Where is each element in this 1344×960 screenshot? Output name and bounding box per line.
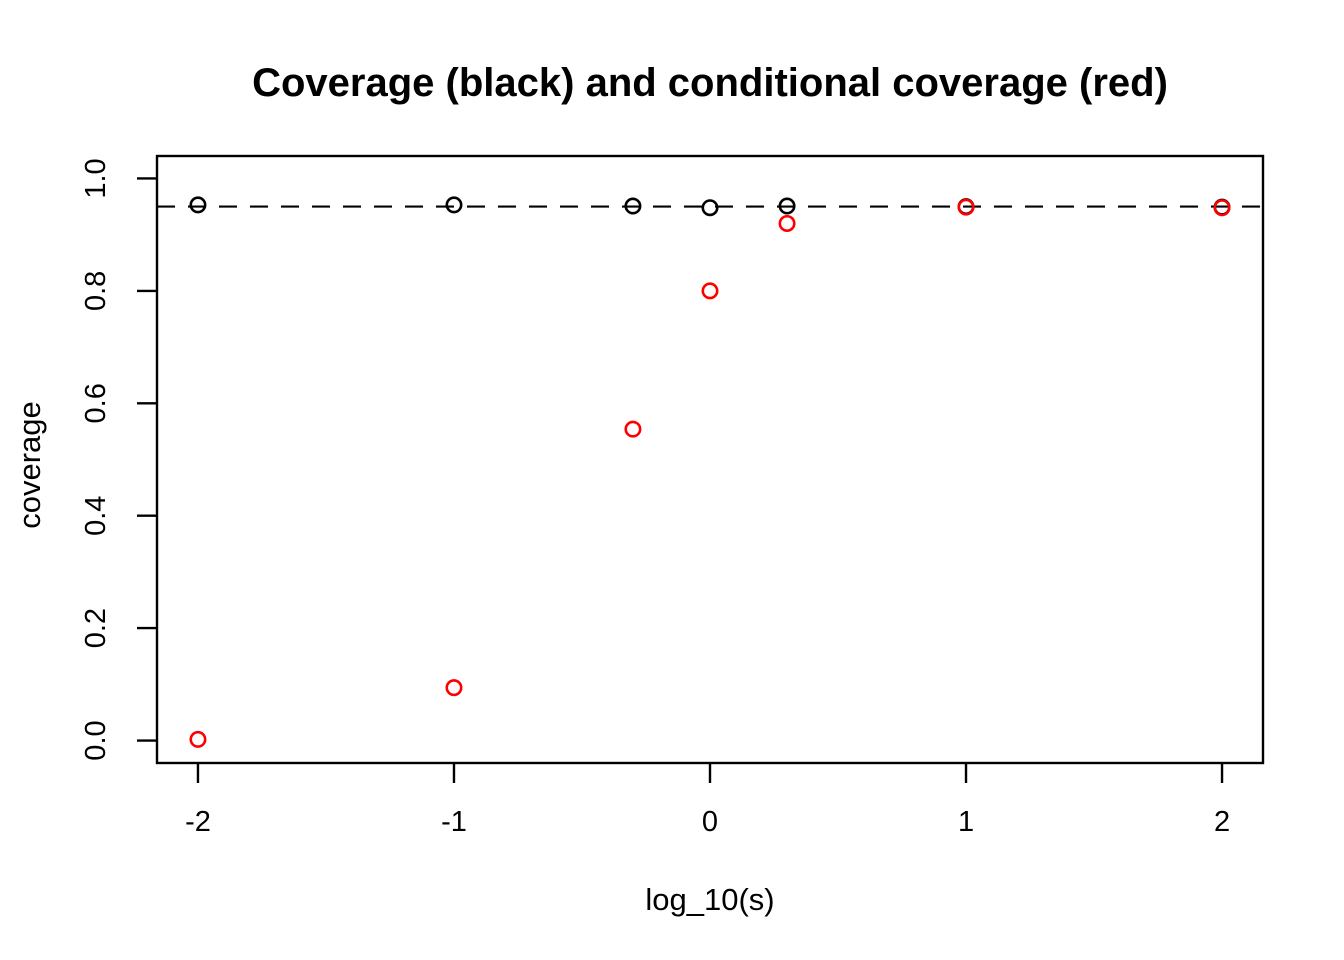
y-tick-label: 0.8 (80, 271, 112, 311)
plot-frame (155, 154, 1265, 765)
y-tick-label: 0.0 (80, 720, 112, 760)
x-tick-label: -2 (185, 806, 211, 838)
data-point-red (778, 214, 796, 232)
data-point-black (701, 199, 719, 217)
y-tick-label: 0.6 (80, 383, 112, 423)
data-point-black (624, 197, 642, 215)
series-conditional-coverage-red (189, 198, 1231, 748)
y-axis-label: coverage (12, 401, 47, 529)
x-axis-label: log_10(s) (645, 882, 774, 917)
data-point-red (445, 679, 463, 697)
y-tick-label: 0.2 (80, 608, 112, 648)
data-point-black (778, 197, 796, 215)
data-point-red (701, 282, 719, 300)
data-point-red (624, 420, 642, 438)
x-tick-label: 2 (1214, 806, 1230, 838)
y-tick-label: 1.0 (80, 158, 112, 198)
y-axis: 0.0 0.2 0.4 0.6 0.8 1.0 (80, 158, 157, 761)
x-axis: -2 -1 0 1 2 (185, 763, 1230, 838)
data-point-red (957, 198, 975, 216)
data-point-red (189, 730, 207, 748)
data-point-black (445, 196, 463, 214)
x-tick-label: 1 (958, 806, 974, 838)
data-point-red (1213, 199, 1231, 217)
chart-title: Coverage (black) and conditional coverag… (252, 61, 1168, 105)
x-tick-label: -1 (441, 806, 467, 838)
x-tick-label: 0 (702, 806, 718, 838)
y-tick-label: 0.4 (80, 496, 112, 536)
data-point-black (189, 196, 207, 214)
